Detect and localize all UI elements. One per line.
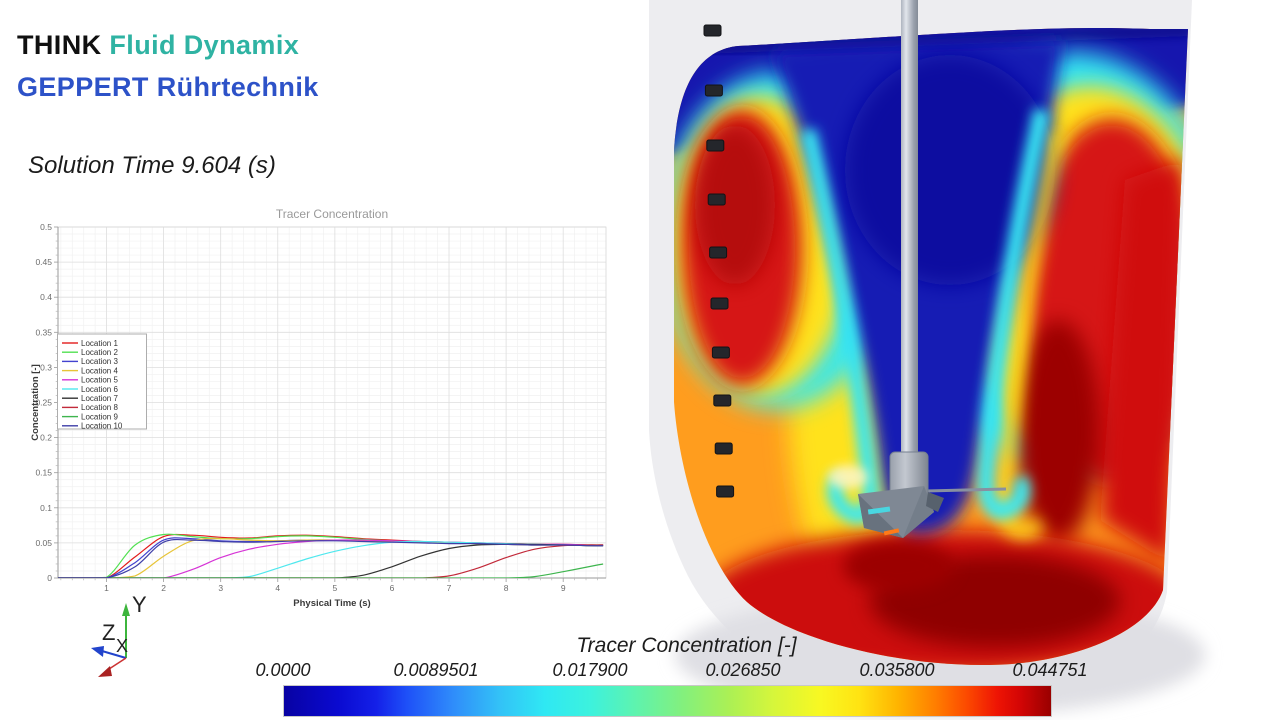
concentration-plane bbox=[674, 27, 1188, 666]
tracer-chart: 1 2 3 4 5 6 7 8 9 0 0.05 0.1 0.15 0.2 0.25 0.3 0.35 0.4 0.… bbox=[28, 203, 628, 623]
probe-marker bbox=[704, 84, 723, 97]
impeller bbox=[858, 486, 944, 538]
chart-series bbox=[58, 533, 604, 578]
y-axis-arrow bbox=[122, 603, 130, 616]
legend-label: Location 10 bbox=[81, 422, 123, 431]
x-tick-label: 1 bbox=[104, 583, 109, 593]
probe-marker bbox=[707, 193, 726, 206]
y-tick-label: 0.3 bbox=[40, 362, 52, 372]
y-tick-label: 0.4 bbox=[40, 292, 52, 302]
colorbar-gradient-bar bbox=[283, 685, 1052, 717]
legend-label: Location 2 bbox=[81, 348, 118, 357]
probe-marker bbox=[714, 442, 733, 455]
probe-marker bbox=[713, 394, 732, 407]
y-tick-label: 0.25 bbox=[35, 398, 52, 408]
y-tick-label: 0.1 bbox=[40, 503, 52, 513]
legend-label: Location 7 bbox=[81, 394, 118, 403]
legend-label: Location 3 bbox=[81, 357, 118, 366]
z-axis-arrow bbox=[91, 646, 104, 657]
probe-marker bbox=[711, 346, 730, 359]
x-tick-label: 8 bbox=[504, 583, 509, 593]
colorbar-tick: 0.044751 bbox=[1012, 660, 1088, 680]
y-tick-label: 0.15 bbox=[35, 468, 52, 478]
y-tick-label: 0.5 bbox=[40, 222, 52, 232]
chart-title: Tracer Concentration bbox=[276, 207, 388, 221]
probe-markers bbox=[703, 24, 735, 498]
y-tick-label: 0.35 bbox=[35, 327, 52, 337]
series-location-10 bbox=[58, 538, 604, 578]
x-tick-label: 6 bbox=[390, 583, 395, 593]
solution-time-label: Solution Time 9.604 (s) bbox=[28, 152, 276, 179]
legend-label: Location 9 bbox=[81, 412, 118, 421]
probe-marker bbox=[716, 485, 735, 498]
brand-logo: THINK Fluid Dynamix bbox=[17, 30, 299, 61]
probe-marker bbox=[703, 24, 722, 37]
series-location-9 bbox=[58, 563, 604, 578]
colorbar-tick: 0.017900 bbox=[552, 660, 628, 680]
colorbar-tick: 0.0089501 bbox=[393, 660, 479, 680]
x-tick-label: 3 bbox=[218, 583, 223, 593]
x-axis-label: X bbox=[116, 636, 128, 656]
colorbar-tick: 0.035800 bbox=[859, 660, 935, 680]
chart-grid bbox=[58, 226, 606, 579]
probe-marker bbox=[706, 139, 725, 152]
probe-marker bbox=[710, 297, 729, 310]
chart-ylabel: Concentration [-] bbox=[30, 364, 41, 441]
y-tick-label: 0 bbox=[47, 573, 52, 583]
legend-label: Location 6 bbox=[81, 385, 118, 394]
y-axis-label: Y bbox=[132, 592, 147, 617]
brand-think: THINK bbox=[17, 30, 102, 60]
hub-support-rod bbox=[925, 487, 1007, 493]
legend-label: Location 1 bbox=[81, 339, 118, 348]
legend-label: Location 4 bbox=[81, 366, 118, 375]
series-location-8 bbox=[58, 544, 604, 578]
y-tick-label: 0.2 bbox=[40, 433, 52, 443]
brand-geppert: GEPPERT Rührtechnik bbox=[17, 72, 319, 102]
y-tick-label: 0.45 bbox=[35, 257, 52, 267]
x-tick-label: 7 bbox=[447, 583, 452, 593]
colorbar-tick: 0.026850 bbox=[705, 660, 781, 680]
x-tick-label: 4 bbox=[275, 583, 280, 593]
x-tick-label: 2 bbox=[161, 583, 166, 593]
colorbar-title: Tracer Concentration [-] bbox=[576, 634, 797, 657]
z-axis-label: Z bbox=[102, 620, 115, 645]
y-tick-label: 0.05 bbox=[35, 538, 52, 548]
agitator-shaft bbox=[901, 0, 918, 468]
legend-label: Location 8 bbox=[81, 403, 118, 412]
probe-marker bbox=[709, 246, 728, 259]
x-axis-arrow bbox=[98, 666, 112, 677]
brand-fluid-dynamix: Fluid Dynamix bbox=[109, 30, 300, 60]
x-tick-label: 9 bbox=[561, 583, 566, 593]
axis-triad: Y Z X bbox=[91, 592, 147, 677]
colorbar-tick: 0.0000 bbox=[255, 660, 311, 680]
series-location-7 bbox=[58, 543, 604, 578]
chart-xlabel: Physical Time (s) bbox=[293, 598, 370, 609]
tracer-chart-svg: 1 2 3 4 5 6 7 8 9 0 0.05 0.1 0.15 0.2 0.25 0.3 0.35 0.4 0.… bbox=[30, 207, 607, 609]
x-tick-label: 5 bbox=[332, 583, 337, 593]
legend-label: Location 5 bbox=[81, 376, 118, 385]
colorbar: Tracer Concentration [-] 0.0000 0.008950… bbox=[250, 634, 1088, 718]
